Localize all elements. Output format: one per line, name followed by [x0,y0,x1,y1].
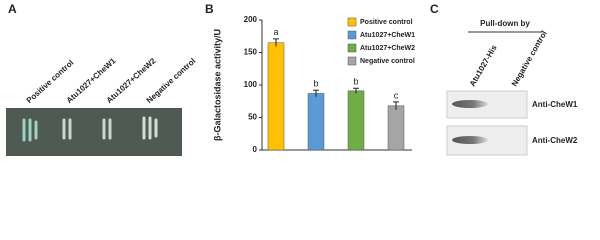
bar [307,93,325,151]
panel-label: B [205,2,214,16]
legend-label: Positive control [360,19,413,26]
panel-label: C [430,2,439,16]
panel-label: A [8,2,17,16]
figure: A Positive controlAtu1027+CheW1Atu1027+C… [6,2,578,156]
y-axis-label: β-Galactosidase activity/U [212,29,222,141]
legend-label: Atu1027+CheW1 [360,32,415,39]
y-tick-label: 200 [244,15,258,24]
blot-band [452,100,488,108]
legend-label: Negative control [360,58,415,65]
bar [267,42,285,151]
colonies [22,116,158,142]
blot-band [452,136,488,144]
significance-letter: b [313,79,318,89]
lane-label: Negative control [510,29,549,88]
bar [347,90,365,151]
legend-swatch [347,56,357,66]
lane-label: Atu1027-His [468,43,499,88]
blot-row-label: Anti-CheW1 [532,100,578,109]
y-tick-label: 50 [248,113,257,122]
legend-label: Atu1027+CheW2 [360,45,415,52]
y-tick-label: 100 [244,80,258,89]
bar [387,105,405,151]
legend-swatch [347,30,357,40]
y-tick-label: 0 [253,145,258,154]
blot [446,90,528,119]
bar-chart: 0 50 100 150 200 a Positive control b Atu1027+Ch… [244,15,416,154]
significance-letter: c [394,90,399,100]
pulldown-heading: Pull-down by [480,19,530,28]
significance-letter: b [353,77,358,87]
y-tick-label: 150 [244,48,258,57]
blot-row-label: Anti-CheW2 [532,136,578,145]
strain-labels: Positive controlAtu1027+CheW1Atu1027+Che… [25,56,198,105]
legend-swatch [347,17,357,27]
legend-swatch [347,43,357,53]
significance-letter: a [273,27,278,37]
